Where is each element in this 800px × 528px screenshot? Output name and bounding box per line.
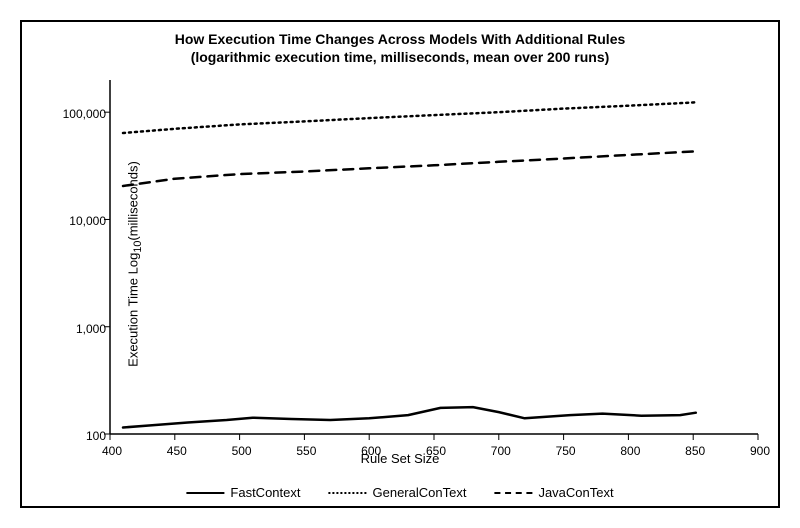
legend-item-javacontext: JavaConText: [494, 485, 613, 500]
series-javacontext: [123, 151, 696, 186]
x-tick-label: 400: [102, 444, 122, 458]
x-tick-label: 750: [556, 444, 576, 458]
legend-label: FastContext: [230, 485, 300, 500]
y-tick-label: 100: [86, 429, 106, 443]
x-tick-label: 550: [296, 444, 316, 458]
x-tick-label: 800: [620, 444, 640, 458]
legend-label: JavaConText: [538, 485, 613, 500]
title-line-1: How Execution Time Changes Across Models…: [22, 30, 778, 48]
x-tick-label: 650: [426, 444, 446, 458]
plot-area: [110, 80, 758, 434]
legend-item-generalcontext: GeneralConText: [328, 485, 466, 500]
legend: FastContext GeneralConText JavaConText: [186, 485, 613, 500]
series-fastcontext: [123, 407, 696, 427]
chart-container: How Execution Time Changes Across Models…: [20, 20, 780, 508]
x-tick-label: 850: [685, 444, 705, 458]
x-tick-label: 700: [491, 444, 511, 458]
chart-title: How Execution Time Changes Across Models…: [22, 22, 778, 66]
x-tick-label: 450: [167, 444, 187, 458]
x-tick-label: 600: [361, 444, 381, 458]
legend-label: GeneralConText: [372, 485, 466, 500]
x-tick-label: 900: [750, 444, 770, 458]
x-tick-label: 500: [232, 444, 252, 458]
chart-svg: [110, 80, 758, 434]
legend-item-fastcontext: FastContext: [186, 485, 300, 500]
solid-line-icon: [186, 492, 224, 494]
y-tick-label: 10,000: [69, 214, 106, 228]
y-tick-label: 1,000: [76, 322, 106, 336]
series-generalcontext: [123, 102, 696, 133]
title-line-2: (logarithmic execution time, millisecond…: [22, 48, 778, 66]
dotted-line-icon: [328, 492, 366, 494]
y-tick-label: 100,000: [63, 107, 106, 121]
dashed-line-icon: [494, 492, 532, 494]
